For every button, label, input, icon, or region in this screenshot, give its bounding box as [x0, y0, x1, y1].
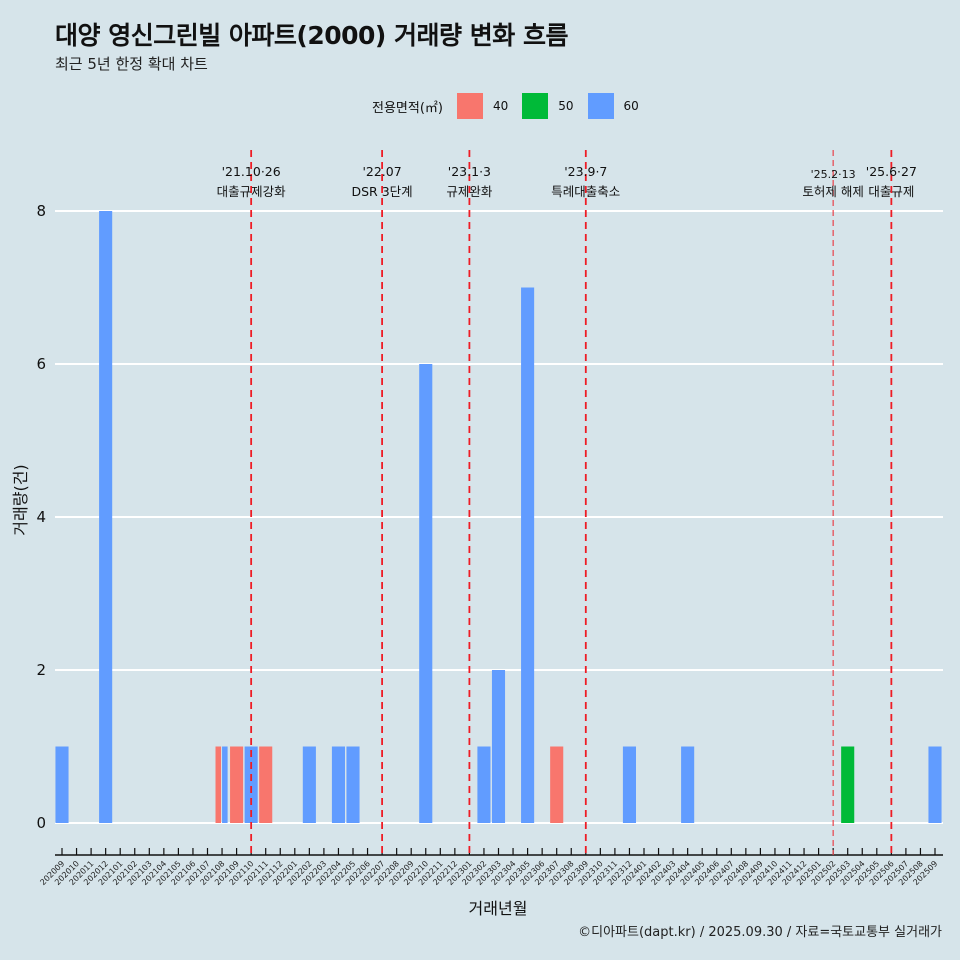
event-date: '22.07 — [362, 164, 401, 179]
caption: ©디아파트(dapt.kr) / 2025.09.30 / 자료=국토교통부 실… — [578, 925, 942, 940]
legend: 전용면적(㎡) 40 50 60 — [372, 93, 639, 119]
y-tick-label: 4 — [36, 508, 46, 526]
legend-label-50: 50 — [558, 99, 574, 113]
bar-50-202503 — [841, 746, 855, 823]
bar-60-202302 — [477, 746, 491, 823]
y-tick-label: 2 — [36, 661, 46, 679]
event-label: DSR 3단계 — [352, 184, 413, 199]
event-date: '21.10·26 — [222, 164, 281, 179]
legend-swatch-50 — [522, 93, 549, 119]
bar-60-202312 — [622, 746, 636, 823]
bar-60-202509 — [928, 746, 942, 823]
bar-60-202305 — [521, 287, 535, 823]
bar-60-202009 — [55, 746, 69, 823]
bar-60-202205 — [346, 746, 360, 823]
event-label: 특례대출축소 — [551, 184, 620, 199]
event-label: 규제완화 — [446, 184, 493, 199]
legend-label-40: 40 — [492, 99, 509, 113]
event-label: 대출규제강화 — [217, 184, 287, 199]
chart-title: 대양 영신그린빌 아파트(2000) 거래량 변화 흐름 — [55, 21, 568, 50]
legend-label-60: 60 — [623, 99, 639, 113]
bar-60-202110 — [244, 746, 258, 823]
event-date: '25.2·13 — [811, 168, 856, 181]
legend-title: 전용면적(㎡) — [372, 100, 443, 116]
bar-60-202210 — [419, 364, 433, 823]
bar-60-202012 — [99, 211, 113, 823]
bar-40-202109 — [230, 746, 244, 823]
bar-60-202404 — [681, 746, 695, 823]
chart-subtitle: 최근 5년 한정 확대 차트 — [55, 55, 208, 73]
event-date: '23.1·3 — [448, 164, 491, 179]
event-date: '23.9·7 — [564, 164, 607, 179]
event-label: 토허제 해제 — [802, 184, 863, 199]
bar-60-202108 — [222, 746, 228, 823]
bar-60-202303 — [491, 670, 506, 823]
bar-60-202202 — [302, 746, 316, 823]
legend-swatch-40 — [456, 93, 483, 119]
bar-40-202307 — [550, 746, 564, 823]
y-axis-title: 거래량(건) — [11, 464, 30, 535]
legend-swatch-60 — [587, 93, 614, 119]
bar-40-202108 — [215, 746, 222, 823]
event-label: 대출규제 — [868, 184, 914, 199]
y-tick-label: 8 — [36, 202, 46, 220]
y-tick-label: 0 — [36, 814, 46, 832]
x-axis-title: 거래년월 — [469, 899, 528, 918]
event-date: '25.6·27 — [866, 164, 917, 179]
y-tick-label: 6 — [36, 355, 46, 373]
bar-60-202204 — [331, 746, 345, 823]
bar-40-202111 — [259, 746, 273, 823]
